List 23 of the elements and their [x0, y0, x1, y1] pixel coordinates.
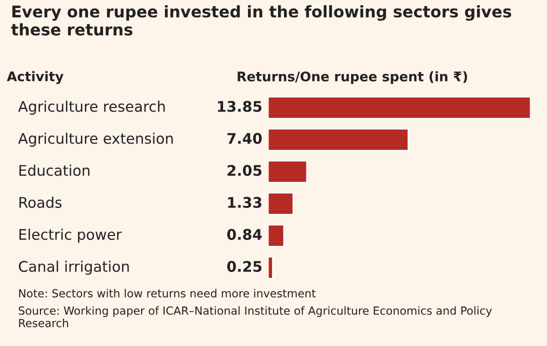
y-tick-label: Electric power: [19, 228, 122, 243]
bar: [268, 160, 308, 184]
bar: [268, 96, 531, 120]
y-tick-label: Education: [19, 164, 90, 176]
x-axis-title: Returns/One rupee spent (in ₹): [238, 71, 468, 84]
bar: [268, 128, 410, 152]
y-tick-label: Agriculture extension: [18, 132, 173, 147]
bar: [268, 192, 294, 216]
source-note: Source: Working paper of ICAR–National Institute of Agriculture Economics and Policy Research: [18, 306, 492, 328]
bar: [268, 256, 274, 280]
y-tick-label: Agriculture research: [18, 100, 165, 115]
data-label: 2.05: [228, 164, 262, 176]
chart-title: Every one rupee invested in the following sectors gives these returns: [11, 5, 512, 36]
y-axis-title: Activity: [6, 71, 64, 84]
data-label: 0.84: [227, 228, 262, 240]
bar: [268, 224, 285, 248]
data-label: 1.33: [228, 196, 262, 208]
data-label: 0.25: [227, 260, 262, 272]
text: Note: Sectors with low returns need more investment: [19, 288, 316, 298]
y-tick-label: Roads: [19, 196, 62, 208]
data-label: 13.85: [218, 100, 262, 112]
y-tick-label: Canal irrigation: [18, 260, 129, 275]
data-label: 7.40: [227, 132, 262, 144]
